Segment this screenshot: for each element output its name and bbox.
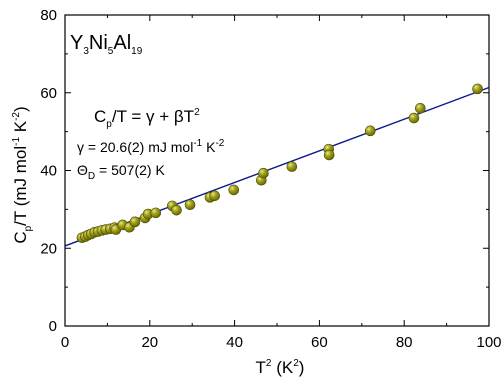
y-tick-label: 60 [40,85,57,102]
data-point [415,103,426,114]
data-point [150,207,162,219]
x-tick-label: 20 [141,334,158,351]
data-point [364,125,376,137]
x-tick-label: 40 [226,334,243,351]
data-point [323,149,335,161]
fit-equation: Cp/T = γ + βT2 [94,107,200,130]
data-point [258,167,269,179]
data-point [286,161,298,172]
data-point [129,216,141,228]
gamma-annotation: γ = 20.6(2) mJ mol-1 K-2 [77,138,225,155]
x-tick-label: 100 [476,334,501,351]
data-point [171,204,182,216]
theta-annotation: ΘD = 507(2) K [77,162,165,182]
y-axis-title: Cp/T (mJ mol-1 K-2) [11,106,34,243]
y-tick-label: 0 [49,318,57,335]
x-tick-label: 0 [61,334,69,351]
y-tick-label: 40 [40,163,57,180]
y-tick-label: 20 [40,240,57,257]
compound-label: Y3Ni5Al19 [70,32,143,57]
x-axis-title: T2 (K2) [256,358,305,377]
x-tick-label: 80 [396,334,413,351]
y-tick-label: 80 [40,7,57,24]
data-point [408,112,420,124]
data-point [228,184,240,196]
data-point [209,190,220,202]
data-point [472,83,483,95]
x-tick-label: 60 [311,334,328,351]
data-point [184,199,196,211]
